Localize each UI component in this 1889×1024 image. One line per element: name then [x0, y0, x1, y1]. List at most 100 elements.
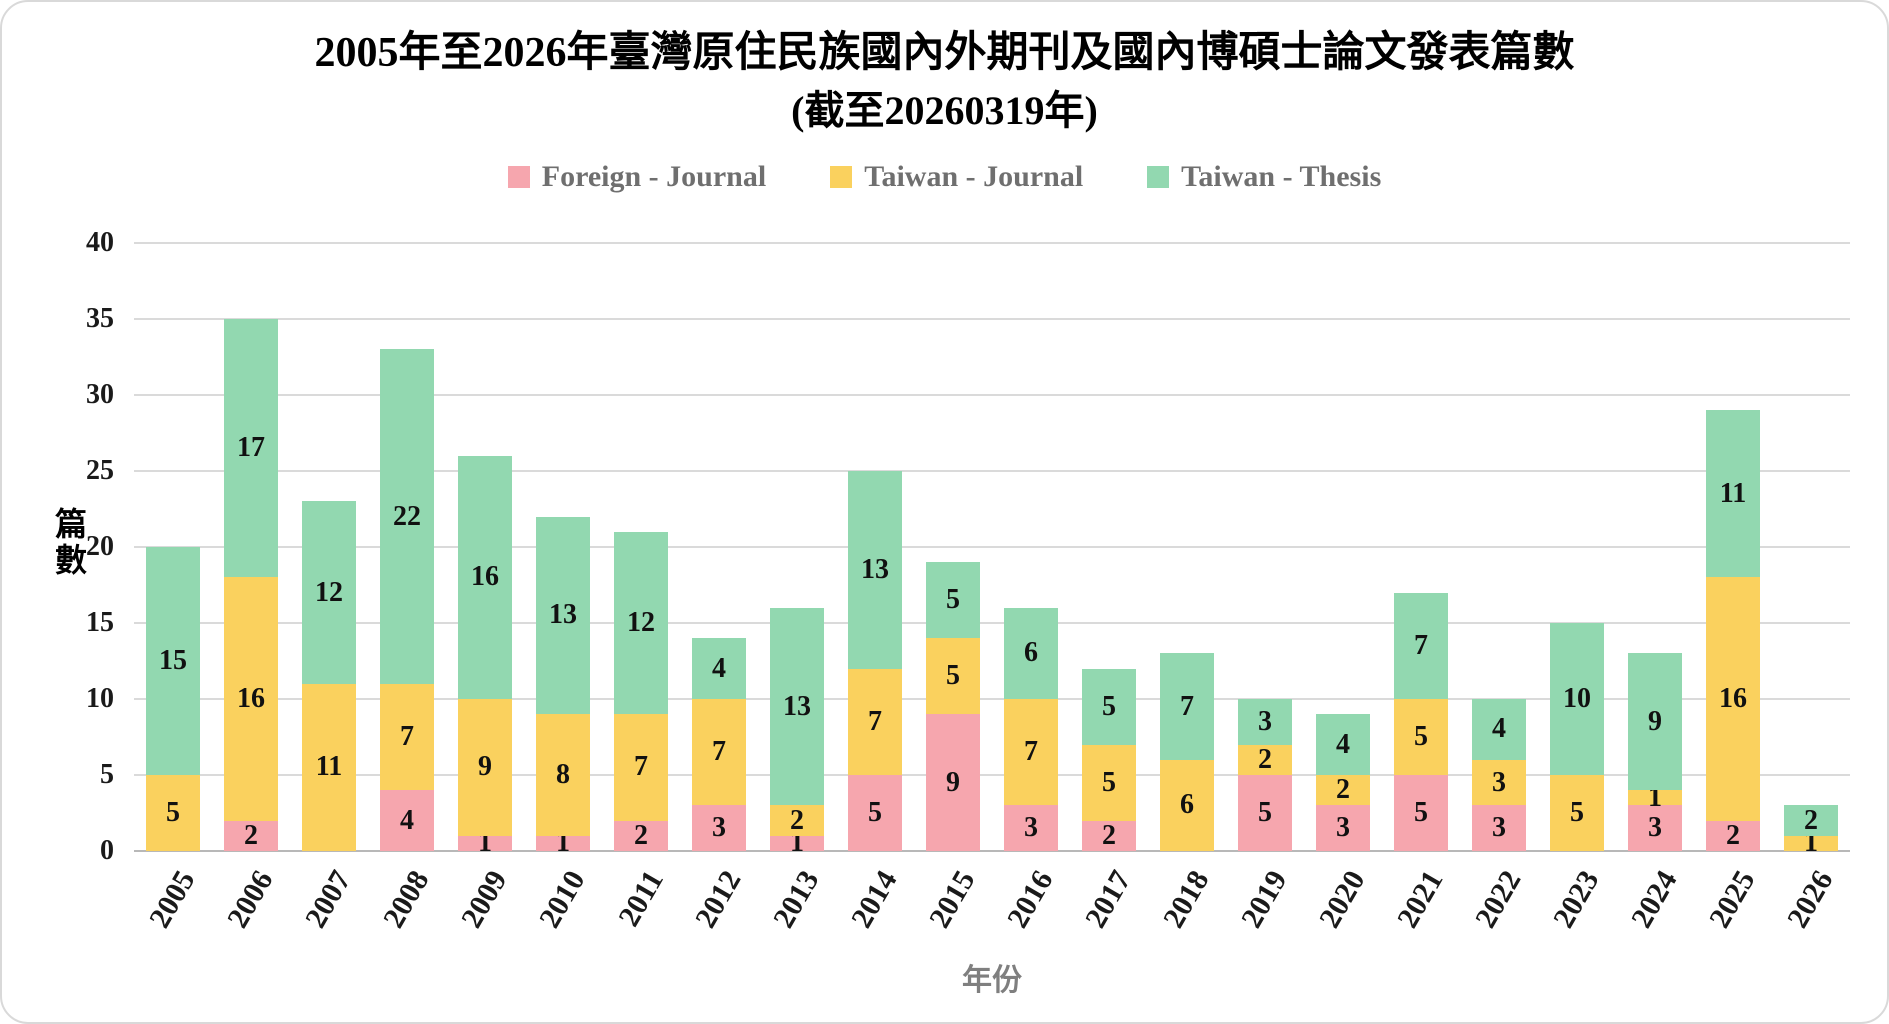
bar-value-label: 9	[945, 766, 960, 798]
bar-value-label: 5	[1257, 797, 1272, 828]
bar-segment: 7	[691, 699, 747, 806]
bar-value-label: 2	[789, 804, 804, 836]
x-axis-tick-label: 2013	[767, 865, 826, 934]
bar-value-label: 9	[1647, 705, 1662, 737]
bar-value-label: 3	[711, 812, 726, 844]
chart-title-line1: 2005年至2026年臺灣原住民族國內外期刊及國內博碩士論文發表篇數	[314, 30, 1575, 76]
gridline	[134, 318, 1850, 320]
x-axis-tick-label: 2009	[455, 865, 514, 934]
bar-value-label: 5	[945, 584, 960, 616]
bar-segment: 5	[1549, 775, 1605, 851]
legend-label-taiwan-thesis: Taiwan - Thesis	[1181, 160, 1382, 193]
bar-segment: 4	[379, 790, 435, 851]
x-axis-tick-label: 2015	[923, 865, 982, 934]
bar-value-label: 5	[165, 797, 180, 828]
bar-segment: 1	[457, 829, 513, 857]
y-axis-tick-label: 5	[100, 759, 114, 790]
x-axis-tick-label: 2008	[377, 865, 436, 934]
bar-value-label: 4	[1335, 728, 1350, 760]
bar-value-label: 11	[315, 751, 343, 783]
bar-segment: 1	[769, 829, 825, 857]
bar-segment: 3	[1471, 805, 1527, 851]
x-axis-tick-label: 2022	[1469, 865, 1528, 934]
bar-value-label: 4	[711, 652, 726, 684]
x-axis-tick-label: 2026	[1781, 865, 1840, 934]
bar-value-label: 3	[1647, 812, 1662, 844]
x-axis-tick-label: 2024	[1625, 865, 1684, 934]
bar-segment: 2	[1237, 743, 1293, 775]
bar-value-label: 7	[1179, 690, 1194, 722]
bar-value-label: 3	[1491, 766, 1506, 798]
bar-segment: 16	[1705, 577, 1761, 821]
gridline	[134, 242, 1850, 244]
y-axis-tick-label: 10	[86, 683, 114, 714]
bar-value-label: 13	[860, 553, 889, 585]
x-axis-tick-label: 2005	[143, 865, 202, 934]
bar-segment: 16	[457, 455, 513, 699]
legend-swatch-taiwan-thesis-icon	[1147, 166, 1170, 188]
x-axis-tick-label: 2019	[1235, 865, 1294, 934]
bar-value-label: 7	[867, 705, 882, 737]
bar-value-label: 11	[1719, 477, 1747, 509]
bar-value-label: 5	[1569, 797, 1584, 828]
bar-value-label: 7	[1023, 736, 1038, 768]
y-axis-tick-label: 15	[86, 607, 114, 638]
bar-segment: 13	[847, 471, 903, 669]
bar-segment: 9	[1627, 653, 1683, 791]
x-axis-tick-label: 2014	[845, 865, 904, 934]
bar-value-label: 16	[236, 683, 265, 715]
x-axis-tick-label: 2023	[1547, 865, 1606, 934]
bar-value-label: 5	[1101, 766, 1116, 798]
bar-segment: 3	[691, 805, 747, 851]
bar-segment: 5	[1081, 668, 1137, 745]
bar-value-label: 1	[477, 827, 492, 859]
legend-item-taiwan-journal: Taiwan - Journal	[830, 160, 1083, 194]
x-axis-line	[134, 850, 1850, 852]
bar-value-label: 8	[555, 759, 570, 791]
bar-segment: 5	[925, 562, 981, 639]
bar-value-label: 2	[1335, 774, 1350, 806]
bar-segment: 2	[1783, 805, 1839, 836]
bar-value-label: 12	[314, 576, 343, 608]
bar-value-label: 12	[626, 607, 655, 638]
legend-item-taiwan-thesis: Taiwan - Thesis	[1147, 160, 1381, 194]
bar-value-label: 3	[1023, 812, 1038, 844]
x-axis-tick-label: 2011	[611, 865, 670, 933]
bar-segment: 5	[1393, 775, 1449, 851]
bar-value-label: 9	[477, 751, 492, 783]
y-axis-tick-label: 35	[86, 303, 114, 334]
x-axis-tick-label: 2017	[1079, 865, 1138, 934]
bar-value-label: 7	[399, 721, 414, 752]
bar-segment: 1	[1627, 783, 1683, 811]
bar-segment: 4	[1315, 714, 1371, 775]
bar-segment: 3	[1237, 699, 1293, 745]
x-axis-tick-label: 2025	[1703, 865, 1762, 934]
bar-value-label: 6	[1023, 637, 1038, 669]
bar-segment: 6	[1003, 607, 1059, 699]
bar-segment: 13	[769, 607, 825, 806]
bar-segment: 10	[1549, 623, 1605, 775]
legend-item-foreign-journal: Foreign - Journal	[507, 160, 767, 194]
bar-segment: 3	[1627, 805, 1683, 851]
bar-value-label: 2	[1257, 743, 1272, 775]
bar-segment: 7	[1393, 592, 1449, 699]
bar-value-label: 1	[789, 827, 804, 859]
x-axis-tick-label: 2010	[533, 865, 592, 934]
bar-segment: 11	[1705, 410, 1761, 578]
y-axis-tick-label: 40	[86, 227, 114, 258]
x-axis-tick-label: 2021	[1391, 865, 1450, 934]
legend-label-foreign-journal: Foreign - Journal	[541, 160, 767, 193]
bar-segment: 16	[223, 577, 279, 821]
bar-value-label: 2	[1725, 819, 1740, 851]
bar-value-label: 10	[1562, 683, 1591, 714]
bar-value-label: 22	[392, 500, 421, 532]
x-axis-tick-label: 2012	[689, 865, 748, 934]
bar-segment: 5	[1393, 699, 1449, 775]
bar-segment: 2	[769, 804, 825, 836]
bar-value-label: 2	[1101, 819, 1116, 851]
bar-segment: 2	[1315, 774, 1371, 806]
bar-value-label: 7	[633, 751, 648, 783]
bar-value-label: 3	[1335, 812, 1350, 844]
bar-segment: 3	[1315, 805, 1371, 851]
